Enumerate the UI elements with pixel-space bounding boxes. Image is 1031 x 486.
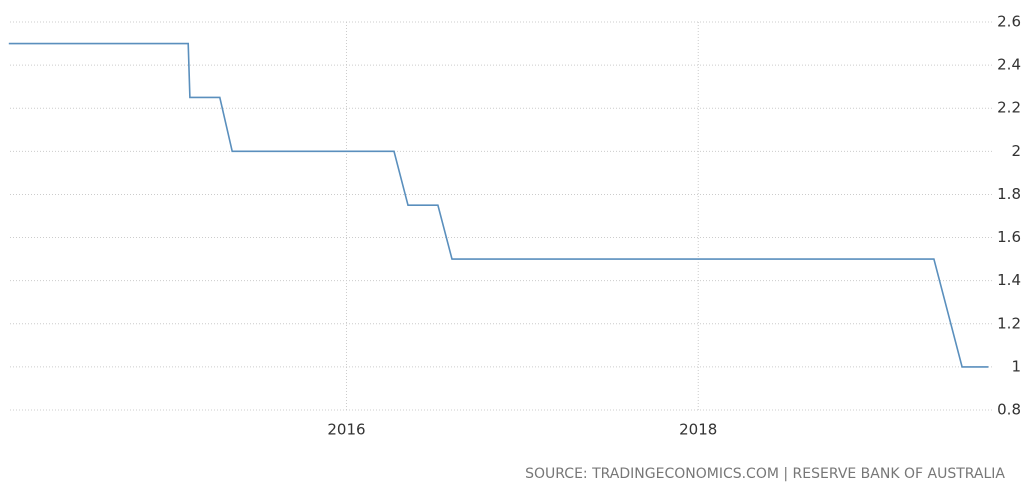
series-line <box>8 42 989 368</box>
y-tick-label: 0.8 <box>997 401 1021 419</box>
y-tick-label: 2.2 <box>997 99 1021 117</box>
y-tick-label: 2.4 <box>997 56 1021 74</box>
y-tick-label: 1.8 <box>997 185 1021 203</box>
y-tick-label: 1 <box>1011 357 1021 375</box>
x-tick-label: 2016 <box>327 421 365 439</box>
y-tick-label: 2.6 <box>997 13 1021 31</box>
y-tick-label: 2 <box>1011 142 1021 160</box>
source-note: SOURCE: TRADINGECONOMICS.COM | RESERVE B… <box>525 466 1005 482</box>
y-tick-label: 1.6 <box>997 228 1021 246</box>
y-tick-label: 1.4 <box>997 271 1021 289</box>
y-tick-label: 1.2 <box>997 314 1021 332</box>
x-tick-label: 2018 <box>679 421 717 439</box>
